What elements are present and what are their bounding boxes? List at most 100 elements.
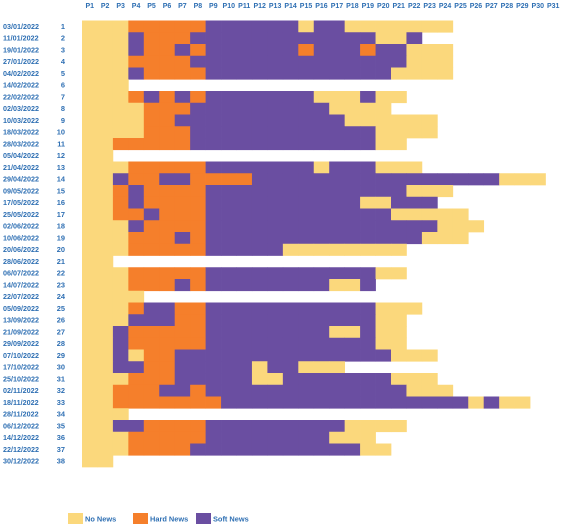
cell-soft-news xyxy=(298,337,315,350)
cell-hard-news xyxy=(174,243,191,256)
cell-soft-news xyxy=(251,279,268,292)
cell-no-news xyxy=(97,149,114,162)
cell-no-news xyxy=(112,267,129,280)
cell-soft-news xyxy=(251,161,268,174)
column-header-p20: P20 xyxy=(377,3,390,10)
cell-no-news xyxy=(421,114,438,127)
cell-no-news xyxy=(391,32,407,45)
cell-soft-news xyxy=(360,126,376,139)
cell-soft-news xyxy=(421,220,438,233)
cell-hard-news xyxy=(128,243,145,256)
cell-soft-news xyxy=(251,44,268,57)
cell-soft-news xyxy=(344,138,361,151)
cell-hard-news xyxy=(143,420,160,433)
cell-no-news xyxy=(437,220,454,233)
cell-soft-news xyxy=(329,32,345,45)
cell-soft-news xyxy=(313,443,330,456)
cell-soft-news xyxy=(282,32,299,45)
cell-soft-news xyxy=(143,302,160,315)
column-headers: P1 P2 P3 P4 P5 P6 P7 P8 P9 P10 P11 P12 P13 P14 P15 P16 P… xyxy=(85,3,559,10)
cell-no-news xyxy=(298,243,315,256)
row-date-label: 28/11/2022 xyxy=(3,410,39,419)
column-header-p9: P9 xyxy=(209,3,218,10)
cell-soft-news xyxy=(221,314,237,327)
cell-soft-news xyxy=(251,337,268,350)
cell-hard-news xyxy=(128,208,145,221)
row-date-label: 21/04/2022 xyxy=(3,163,39,172)
cell-soft-news xyxy=(391,396,407,409)
cell-no-news xyxy=(344,243,361,256)
cell-soft-news xyxy=(298,185,315,198)
cell-soft-news xyxy=(360,314,376,327)
cell-no-news xyxy=(437,185,454,198)
column-header-p24: P24 xyxy=(439,3,452,10)
column-header-p10: P10 xyxy=(223,3,236,10)
row-date-label: 22/12/2022 xyxy=(3,445,39,454)
cell-soft-news xyxy=(360,161,376,174)
cell-soft-news xyxy=(267,91,284,104)
cell-soft-news xyxy=(329,114,345,127)
cell-no-news xyxy=(112,220,129,233)
row-date-label: 29/04/2022 xyxy=(3,175,39,184)
cell-no-news xyxy=(375,326,392,339)
cell-soft-news xyxy=(174,173,191,186)
cell-soft-news xyxy=(128,220,145,233)
column-header-p19: P19 xyxy=(362,3,375,10)
cell-soft-news xyxy=(298,114,315,127)
cell-soft-news xyxy=(221,32,237,45)
cell-soft-news xyxy=(205,32,222,45)
cell-no-news xyxy=(82,208,98,221)
cell-no-news xyxy=(97,431,114,444)
cell-soft-news xyxy=(282,114,299,127)
cell-no-news xyxy=(313,361,330,374)
cell-soft-news xyxy=(190,361,206,374)
row-date-label: 14/07/2022 xyxy=(3,280,39,289)
cell-soft-news xyxy=(267,337,284,350)
cell-no-news xyxy=(406,44,423,57)
cell-soft-news xyxy=(313,20,330,33)
cell-no-news xyxy=(97,420,114,433)
cell-soft-news xyxy=(344,185,361,198)
cell-soft-news xyxy=(205,232,222,245)
cell-soft-news xyxy=(344,267,361,280)
cell-soft-news xyxy=(298,102,315,115)
cell-no-news xyxy=(97,114,114,127)
cell-no-news xyxy=(82,302,98,315)
cell-no-news xyxy=(421,126,438,139)
cell-soft-news xyxy=(406,32,423,45)
cell-soft-news xyxy=(159,384,176,397)
cell-soft-news xyxy=(313,431,330,444)
cell-hard-news xyxy=(190,232,206,245)
cell-hard-news xyxy=(128,279,145,292)
column-header-p26: P26 xyxy=(470,3,483,10)
cell-soft-news xyxy=(205,337,222,350)
cell-soft-news xyxy=(236,114,253,127)
cell-hard-news xyxy=(128,91,145,104)
cell-soft-news xyxy=(221,114,237,127)
cell-no-news xyxy=(375,161,392,174)
cell-soft-news xyxy=(128,420,145,433)
cell-soft-news xyxy=(406,220,423,233)
row-date-label: 10/06/2022 xyxy=(3,233,39,242)
cell-no-news xyxy=(82,455,98,468)
cell-hard-news xyxy=(159,185,176,198)
cell-no-news xyxy=(329,243,345,256)
cell-no-news xyxy=(360,196,376,209)
cell-no-news xyxy=(97,290,114,303)
cell-soft-news xyxy=(282,138,299,151)
cell-soft-news xyxy=(221,185,237,198)
cell-hard-news xyxy=(190,314,206,327)
cell-soft-news xyxy=(205,161,222,174)
cell-hard-news xyxy=(190,396,206,409)
cell-hard-news xyxy=(143,384,160,397)
cell-soft-news xyxy=(282,279,299,292)
cell-soft-news xyxy=(251,384,268,397)
row-date-label: 14/12/2022 xyxy=(3,433,39,442)
cell-soft-news xyxy=(251,443,268,456)
column-header-p29: P29 xyxy=(516,3,529,10)
cell-soft-news xyxy=(329,44,345,57)
cell-soft-news xyxy=(313,337,330,350)
cell-soft-news xyxy=(190,349,206,362)
cell-soft-news xyxy=(313,208,330,221)
